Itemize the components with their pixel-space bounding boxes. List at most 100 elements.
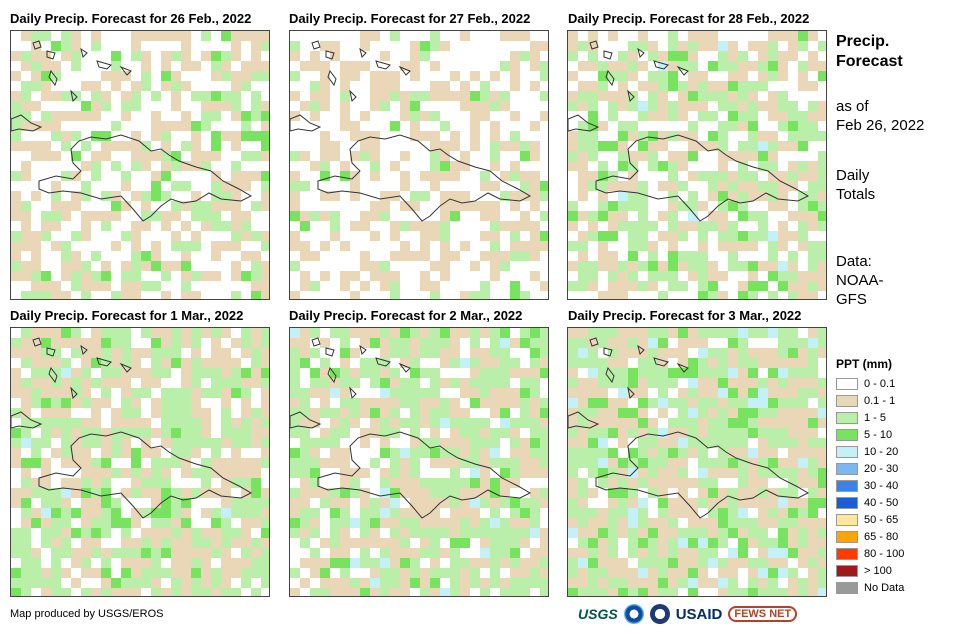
precip-cell: [618, 348, 628, 358]
precip-cell: [648, 428, 658, 438]
precip-cell: [410, 438, 420, 448]
precip-cell: [151, 398, 161, 408]
precip-cell: [480, 388, 490, 398]
precip-cell: [330, 448, 340, 458]
precip-cell: [390, 378, 400, 388]
precip-cell: [21, 478, 31, 488]
precip-cell: [171, 488, 181, 498]
precip-cell: [638, 181, 648, 191]
precip-cell: [788, 538, 798, 548]
precip-cell: [41, 291, 51, 299]
precip-cell: [51, 241, 61, 251]
precip-cell: [708, 368, 718, 378]
precip-cell: [510, 291, 520, 299]
precip-cell: [211, 518, 221, 528]
precip-cell: [201, 488, 211, 498]
precip-cell: [688, 261, 698, 271]
precip-cell: [131, 448, 141, 458]
precip-cell: [21, 488, 31, 498]
precip-cell: [658, 111, 668, 121]
precip-cell: [221, 508, 231, 518]
precip-cell: [510, 498, 520, 508]
precip-cell: [320, 151, 330, 161]
precip-cell: [638, 131, 648, 141]
precip-cell: [370, 231, 380, 241]
precip-cell: [668, 181, 678, 191]
precip-cell: [251, 171, 261, 181]
precip-cell: [420, 388, 430, 398]
precip-cell: [480, 588, 490, 596]
precip-cell: [400, 101, 410, 111]
precip-cell: [778, 568, 788, 578]
precip-cell: [490, 71, 500, 81]
precip-cell: [430, 141, 440, 151]
cuba-outline: [290, 411, 322, 429]
precip-cell: [530, 498, 540, 508]
precip-cell: [808, 358, 818, 368]
precip-cell: [91, 81, 101, 91]
precip-cell: [320, 131, 330, 141]
precip-cell: [618, 378, 628, 388]
precip-cell: [798, 578, 808, 588]
precip-cell: [201, 508, 211, 518]
precip-cell: [460, 588, 470, 596]
precip-cell: [310, 518, 320, 528]
precip-cell: [698, 418, 708, 428]
precip-cell: [211, 468, 221, 478]
precip-cell: [778, 241, 788, 251]
precip-cell: [798, 368, 808, 378]
precip-cell: [31, 231, 41, 241]
precip-cell: [718, 81, 728, 91]
precip-cell: [241, 518, 251, 528]
precip-cell: [540, 281, 548, 291]
precip-cell: [320, 558, 330, 568]
precip-cell: [818, 241, 826, 251]
precip-cell: [818, 328, 826, 338]
precip-cell: [618, 388, 628, 398]
precip-cell: [788, 378, 798, 388]
precip-cell: [241, 488, 251, 498]
precip-cell: [718, 528, 728, 538]
precip-cell: [588, 458, 598, 468]
precip-cell: [61, 41, 71, 51]
precip-cell: [658, 478, 668, 488]
precip-cell: [638, 578, 648, 588]
precip-cell: [698, 528, 708, 538]
precip-cell: [668, 328, 678, 338]
precip-cell: [658, 538, 668, 548]
precip-cell: [320, 378, 330, 388]
precip-cell: [111, 81, 121, 91]
precip-cell: [131, 568, 141, 578]
precip-cell: [420, 171, 430, 181]
precip-cell: [728, 548, 738, 558]
precip-cell: [708, 388, 718, 398]
precip-cell: [191, 528, 201, 538]
precip-cell: [460, 558, 470, 568]
precip-cell: [360, 408, 370, 418]
precip-cell: [340, 328, 350, 338]
precip-cell: [578, 151, 588, 161]
precip-cell: [71, 51, 81, 61]
precip-cell: [818, 71, 826, 81]
legend-label: 50 - 65: [864, 514, 899, 526]
precip-cell: [350, 368, 360, 378]
precip-cell: [510, 428, 520, 438]
precip-cell: [231, 261, 241, 271]
precip-cell: [708, 498, 718, 508]
precip-cell: [370, 398, 380, 408]
precip-cell: [608, 348, 618, 358]
precip-cell: [141, 31, 151, 41]
precip-cell: [708, 261, 718, 271]
precip-cell: [81, 338, 91, 348]
precip-cell: [400, 378, 410, 388]
map-credit: Map produced by USGS/EROS: [10, 608, 164, 620]
precip-cell: [748, 518, 758, 528]
precip-cell: [588, 508, 598, 518]
precip-cell: [241, 558, 251, 568]
precip-cell: [41, 61, 51, 71]
precip-cell: [450, 428, 460, 438]
precip-cell: [211, 91, 221, 101]
island-outline: [80, 47, 88, 58]
precip-cell: [588, 368, 598, 378]
precip-cell: [141, 488, 151, 498]
